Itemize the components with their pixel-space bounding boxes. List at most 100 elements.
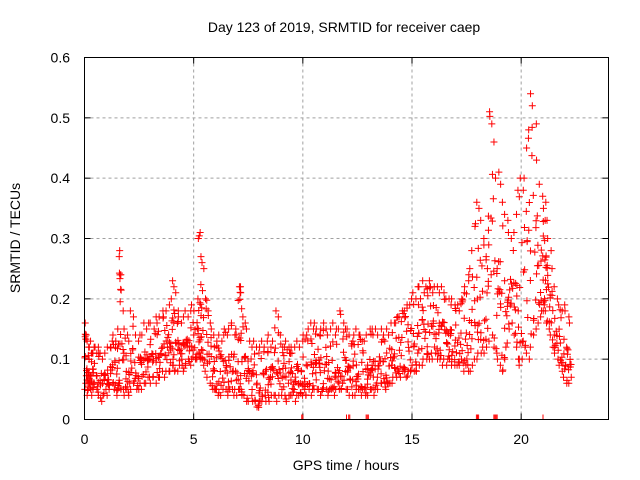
data-point xyxy=(508,319,516,327)
data-point xyxy=(400,363,408,371)
data-point xyxy=(506,286,514,294)
data-point xyxy=(503,339,511,347)
data-point xyxy=(338,372,346,380)
data-point xyxy=(473,198,481,206)
data-point xyxy=(429,319,437,327)
data-point xyxy=(505,320,513,328)
data-point xyxy=(555,332,563,340)
data-point xyxy=(119,346,127,354)
data-point xyxy=(209,365,217,373)
data-point xyxy=(103,391,111,399)
data-point xyxy=(276,331,284,339)
data-point xyxy=(225,356,233,364)
data-point xyxy=(517,330,525,338)
data-point xyxy=(307,335,315,343)
data-point xyxy=(407,366,415,374)
data-point xyxy=(525,355,533,363)
data-point xyxy=(94,343,102,351)
data-point xyxy=(362,331,370,339)
data-point xyxy=(251,350,259,358)
data-point xyxy=(395,346,403,354)
data-point xyxy=(544,235,552,242)
data-point xyxy=(565,319,573,327)
data-point xyxy=(207,352,215,360)
data-point xyxy=(93,383,101,391)
data-point xyxy=(502,308,510,316)
data-point xyxy=(198,287,206,295)
data-point xyxy=(239,313,247,321)
chart-title: Day 123 of 2019, SRMTID for receiver cae… xyxy=(208,19,481,35)
data-point xyxy=(236,295,244,303)
data-point xyxy=(317,354,325,362)
data-point xyxy=(363,375,371,383)
data-point xyxy=(119,356,127,364)
data-point xyxy=(323,353,331,361)
data-point xyxy=(329,338,337,346)
data-point xyxy=(458,347,466,355)
data-point xyxy=(507,299,515,307)
data-point xyxy=(470,284,478,292)
data-point xyxy=(448,351,456,359)
data-point xyxy=(392,319,400,327)
data-point xyxy=(501,210,509,218)
data-point xyxy=(543,216,551,224)
data-point xyxy=(81,330,89,338)
data-point xyxy=(360,337,368,345)
data-point xyxy=(199,346,207,354)
data-point xyxy=(452,321,460,329)
data-point xyxy=(556,339,564,347)
data-point xyxy=(449,348,457,356)
data-point xyxy=(198,259,206,267)
data-point xyxy=(143,325,151,333)
data-point xyxy=(498,289,506,297)
data-point xyxy=(451,356,459,364)
data-point xyxy=(485,241,493,249)
data-point xyxy=(167,295,175,303)
data-point xyxy=(330,391,338,399)
data-point xyxy=(269,337,277,345)
data-point xyxy=(488,170,496,178)
data-point xyxy=(452,349,460,357)
data-point xyxy=(453,339,461,347)
data-point xyxy=(340,319,348,327)
data-point xyxy=(245,368,253,376)
data-point xyxy=(342,356,350,364)
data-point xyxy=(217,351,225,359)
data-point xyxy=(537,313,545,321)
data-point xyxy=(309,382,317,390)
data-point xyxy=(247,355,255,363)
data-point xyxy=(514,307,522,315)
data-point xyxy=(563,376,571,384)
data-point xyxy=(455,334,463,342)
data-point xyxy=(519,186,527,194)
data-point xyxy=(117,286,125,294)
data-point xyxy=(157,350,165,358)
data-point xyxy=(352,325,360,333)
data-point xyxy=(184,338,192,346)
data-point xyxy=(398,333,406,341)
data-point xyxy=(146,379,154,387)
data-point xyxy=(129,313,137,321)
data-point xyxy=(418,315,426,323)
data-point xyxy=(487,214,495,222)
data-point xyxy=(188,301,196,309)
y-tick-label: 0.5 xyxy=(51,110,71,126)
data-point xyxy=(426,329,434,337)
data-point xyxy=(307,391,315,399)
data-point xyxy=(466,331,474,339)
data-point xyxy=(511,329,519,337)
data-point xyxy=(204,338,212,346)
data-point xyxy=(154,327,162,335)
data-point xyxy=(499,222,507,230)
data-point xyxy=(156,358,164,366)
data-point xyxy=(459,296,467,304)
x-tick-label: 15 xyxy=(404,431,420,447)
data-point xyxy=(373,373,381,381)
data-point xyxy=(427,302,435,310)
data-point xyxy=(530,331,538,339)
data-point xyxy=(147,335,155,343)
data-point xyxy=(499,366,507,374)
data-point xyxy=(161,351,169,359)
data-point xyxy=(388,379,396,387)
data-point xyxy=(543,261,551,269)
